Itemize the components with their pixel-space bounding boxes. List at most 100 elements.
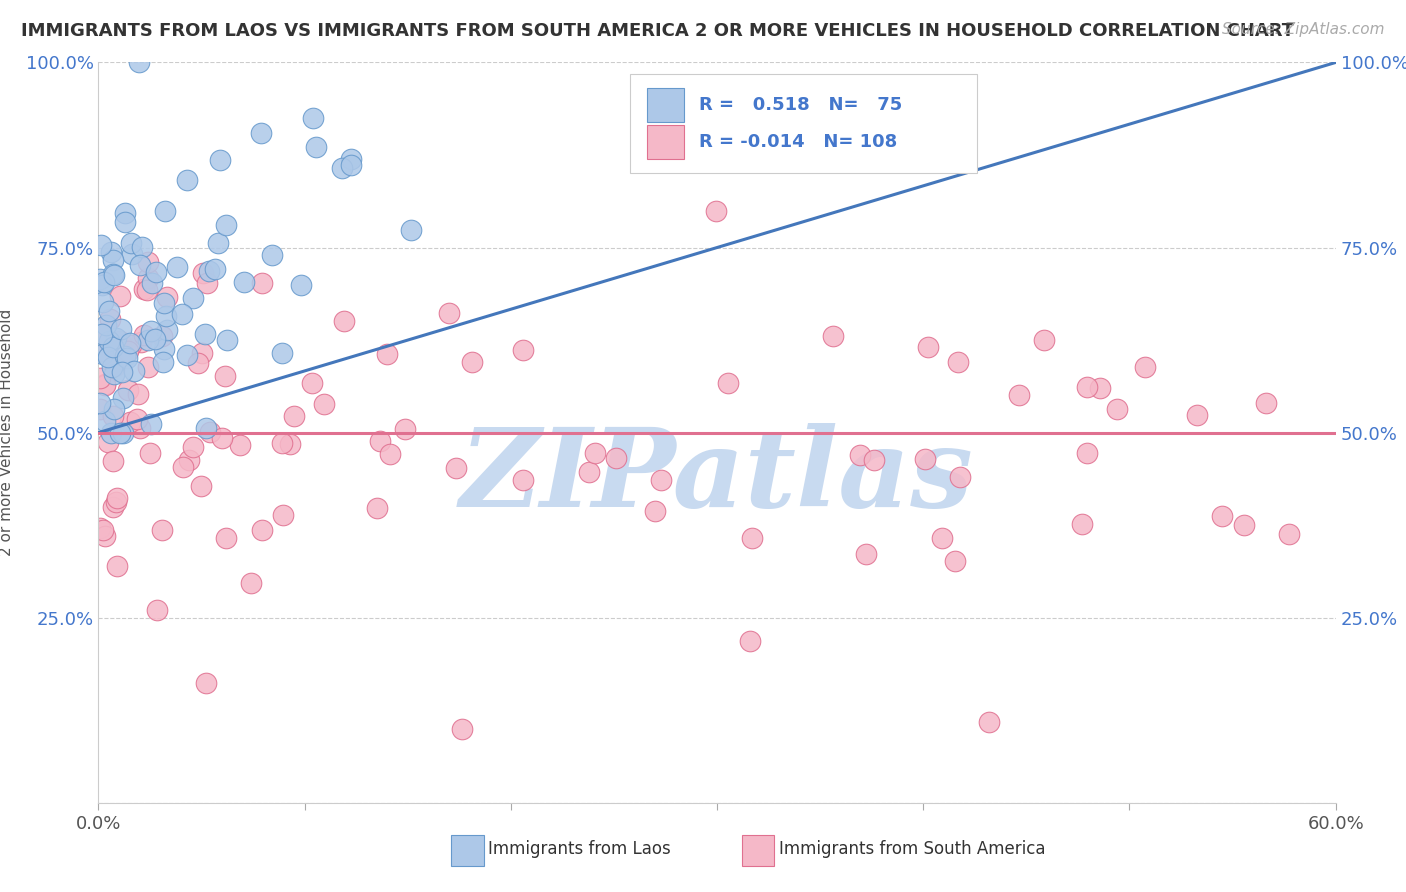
Point: [229, 437, 252, 451]
Point: [120, 236, 142, 251]
Point: [578, 465, 600, 479]
Point: [260, 247, 283, 261]
Point: [139, 446, 162, 460]
Point: [240, 576, 263, 591]
Point: [305, 139, 328, 153]
Point: [209, 153, 232, 167]
Point: [114, 349, 136, 363]
Point: [90, 326, 112, 341]
Point: [215, 531, 238, 545]
Point: [176, 173, 198, 187]
Point: [278, 437, 301, 451]
Point: [444, 461, 467, 475]
Point: [170, 307, 193, 321]
Point: [741, 531, 763, 545]
Text: ZIPatlas: ZIPatlas: [460, 424, 974, 531]
Point: [136, 360, 159, 375]
Point: [290, 278, 312, 293]
Point: [273, 508, 295, 523]
Point: [314, 397, 336, 411]
Point: [821, 329, 844, 343]
Point: [153, 204, 176, 219]
Point: [1278, 527, 1301, 541]
Point: [141, 325, 163, 339]
Point: [94, 414, 117, 428]
Point: [1076, 379, 1098, 393]
Point: [156, 290, 179, 304]
Point: [862, 452, 884, 467]
Point: [150, 328, 173, 343]
Point: [198, 425, 221, 439]
FancyBboxPatch shape: [647, 88, 683, 121]
Point: [176, 348, 198, 362]
Point: [451, 722, 474, 736]
Point: [117, 343, 139, 358]
Point: [437, 306, 460, 320]
Point: [152, 523, 174, 537]
Point: [115, 351, 138, 366]
Point: [143, 332, 166, 346]
Point: [1008, 388, 1031, 402]
Point: [146, 602, 169, 616]
Point: [91, 295, 114, 310]
Point: [583, 446, 606, 460]
Point: [717, 376, 740, 390]
FancyBboxPatch shape: [451, 835, 484, 866]
Point: [166, 260, 188, 274]
Point: [211, 431, 233, 445]
Point: [366, 500, 388, 515]
Point: [270, 435, 292, 450]
Point: [1076, 446, 1098, 460]
Point: [283, 409, 305, 423]
Point: [100, 245, 122, 260]
Point: [101, 409, 124, 424]
Point: [302, 111, 325, 125]
Point: [93, 376, 115, 391]
Point: [131, 240, 153, 254]
Point: [117, 383, 139, 397]
Point: [1088, 381, 1111, 395]
Point: [122, 364, 145, 378]
Point: [129, 259, 152, 273]
Point: [101, 340, 124, 354]
Point: [98, 312, 121, 326]
Point: [183, 291, 205, 305]
Point: [127, 387, 149, 401]
Point: [949, 470, 972, 484]
Text: R =   0.518   N=   75: R = 0.518 N= 75: [699, 96, 901, 114]
Point: [101, 454, 124, 468]
Point: [153, 342, 176, 356]
Point: [100, 425, 122, 440]
Point: [914, 452, 936, 467]
Point: [136, 333, 159, 347]
Point: [250, 126, 273, 140]
Point: [917, 340, 939, 354]
Point: [1032, 333, 1054, 347]
Point: [368, 434, 391, 449]
Point: [195, 421, 218, 435]
Point: [1256, 396, 1278, 410]
Point: [155, 310, 177, 324]
Point: [198, 264, 221, 278]
Point: [103, 401, 125, 416]
Point: [98, 334, 121, 348]
Point: [271, 345, 294, 359]
Point: [128, 55, 150, 70]
Point: [605, 451, 627, 466]
Point: [512, 343, 534, 357]
Point: [190, 479, 212, 493]
Point: [118, 416, 141, 430]
Point: [207, 236, 229, 251]
Point: [101, 360, 124, 375]
Point: [103, 268, 125, 282]
Point: [977, 715, 1000, 730]
Point: [97, 350, 120, 364]
Point: [375, 347, 398, 361]
Point: [93, 378, 115, 392]
Point: [849, 448, 872, 462]
Point: [204, 262, 226, 277]
Point: [141, 277, 163, 291]
Point: [139, 417, 162, 431]
Point: [108, 425, 131, 440]
Point: [128, 421, 150, 435]
